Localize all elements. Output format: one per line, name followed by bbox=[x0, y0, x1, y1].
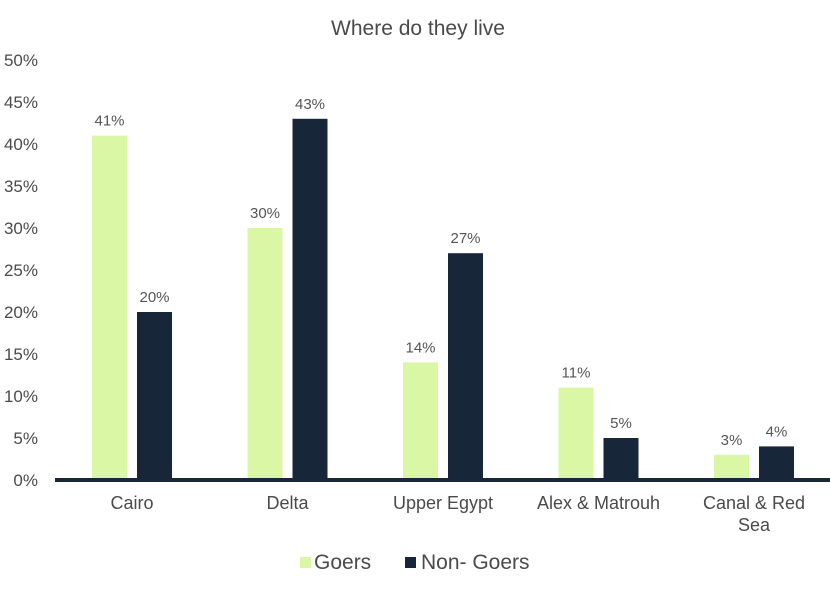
category-label: Delta bbox=[266, 493, 309, 513]
y-axis-ticks: 0% 5% 10% 15% 20% 25% 30% 35% 40% 45% 50% bbox=[4, 51, 38, 490]
data-label: 3% bbox=[721, 432, 743, 449]
data-label: 4% bbox=[766, 423, 788, 440]
x-axis-categories: Cairo Delta Upper Egypt Alex & Matrouh Canal… bbox=[110, 493, 805, 535]
category-label: Alex & Matrouh bbox=[537, 493, 660, 513]
bar-goers bbox=[558, 387, 594, 480]
y-tick-label: 15% bbox=[4, 345, 38, 364]
bar-non-goers bbox=[448, 253, 483, 480]
bar-non-goers bbox=[292, 118, 328, 481]
data-label: 41% bbox=[94, 113, 124, 130]
data-label: 20% bbox=[139, 289, 169, 306]
bar-goers bbox=[92, 135, 127, 480]
data-label: 5% bbox=[610, 415, 632, 432]
legend-label: Non- Goers bbox=[421, 551, 530, 574]
bars bbox=[92, 118, 794, 481]
data-label: 27% bbox=[450, 230, 480, 247]
data-label: 14% bbox=[405, 339, 435, 356]
category-label: Sea bbox=[738, 515, 771, 535]
category-label: Canal & Red bbox=[703, 493, 805, 513]
category-label: Cairo bbox=[110, 493, 153, 513]
data-label: 11% bbox=[562, 365, 591, 382]
y-tick-label: 45% bbox=[4, 93, 38, 112]
y-tick-label: 5% bbox=[13, 429, 38, 448]
bar-non-goers bbox=[603, 438, 639, 480]
category-label: Upper Egypt bbox=[393, 493, 493, 513]
bar-goers bbox=[714, 454, 749, 480]
legend-swatch bbox=[300, 557, 311, 568]
y-tick-label: 10% bbox=[4, 387, 38, 406]
y-tick-label: 50% bbox=[4, 51, 38, 70]
bar-non-goers bbox=[137, 312, 172, 480]
bar-non-goers bbox=[759, 446, 794, 480]
bar-goers bbox=[247, 228, 283, 480]
data-label: 43% bbox=[295, 96, 325, 113]
data-labels: 41% 30% 14% 11% 3% 20% 43% 27% 5% 4% bbox=[94, 96, 787, 449]
y-tick-label: 0% bbox=[13, 471, 38, 490]
y-tick-label: 35% bbox=[4, 177, 38, 196]
y-tick-label: 25% bbox=[4, 261, 38, 280]
y-tick-label: 40% bbox=[4, 135, 38, 154]
chart-title: Where do they live bbox=[331, 17, 505, 40]
legend-swatch bbox=[405, 557, 416, 568]
y-tick-label: 20% bbox=[4, 303, 38, 322]
y-tick-label: 30% bbox=[4, 219, 38, 238]
bar-goers bbox=[403, 362, 438, 480]
legend-label: Goers bbox=[314, 551, 371, 574]
legend: Goers Non- Goers bbox=[300, 551, 530, 574]
data-label: 30% bbox=[250, 205, 280, 222]
